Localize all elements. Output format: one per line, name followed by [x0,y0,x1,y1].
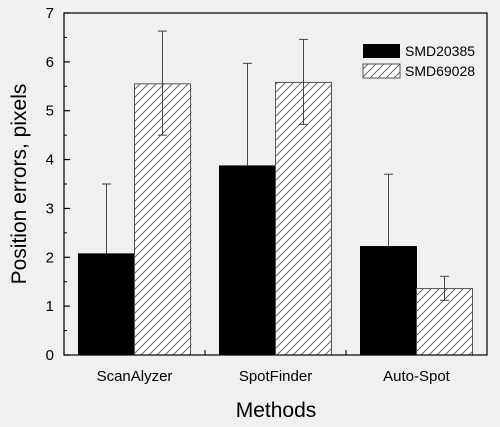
y-tick-label: 1 [46,298,54,315]
legend: SMD20385 SMD69028 [362,43,475,79]
legend-swatch-smd69028 [362,63,401,79]
x-tick-label: SpotFinder [239,368,312,385]
bar-smd69028-spotfinder [275,81,332,356]
x-axis-title: Methods [236,399,317,422]
x-tick-label: ScanAlyzer [97,368,173,385]
y-tick-label: 3 [46,200,54,217]
y-tick-label: 4 [46,152,54,169]
legend-swatch-smd20385 [363,44,400,58]
y-axis-title: Position errors, pixels [8,84,31,285]
bar-smd20385-scanalyzer [78,253,135,356]
y-tick-label: 2 [46,249,54,266]
legend-label-smd20385: SMD20385 [405,43,475,59]
bar-smd20385-spotfinder [219,165,276,356]
y-tick-label: 7 [46,5,54,22]
y-tick-label: 0 [46,347,54,364]
x-tick-label: Auto-Spot [383,368,451,385]
legend-label-smd69028: SMD69028 [405,63,475,79]
y-tick-label: 5 [46,103,54,120]
bar-smd20385-auto-spot [360,246,417,356]
y-tick-label: 6 [46,54,54,71]
